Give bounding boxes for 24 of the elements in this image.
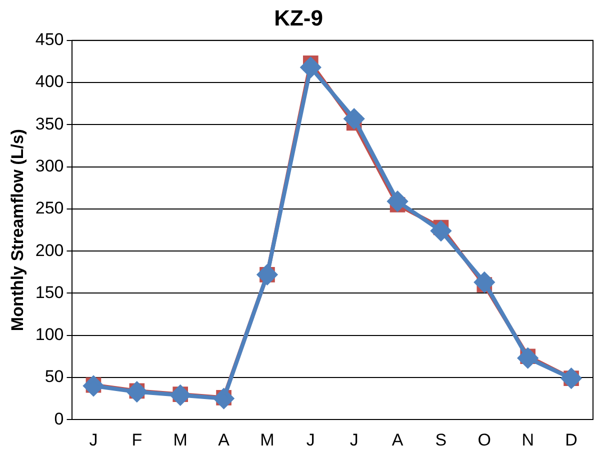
y-tick-label: 400 xyxy=(35,72,64,92)
y-tick-label: 300 xyxy=(35,156,64,176)
x-tick-label: J xyxy=(350,430,358,450)
y-tick-label: 150 xyxy=(35,282,64,302)
x-tick-label: S xyxy=(435,430,447,450)
x-tick-label: N xyxy=(522,430,534,450)
y-tick-label: 0 xyxy=(54,409,64,428)
y-tick-label: 350 xyxy=(35,114,64,134)
x-tick-label: J xyxy=(89,430,98,450)
x-tick-label: F xyxy=(132,430,142,450)
x-tick-label: A xyxy=(392,430,404,450)
y-tick-label: 100 xyxy=(35,325,64,344)
x-tick-label: J xyxy=(306,430,315,450)
y-tick-label: 450 xyxy=(35,30,64,50)
y-tick-label: 200 xyxy=(35,240,64,260)
x-tick-label: O xyxy=(478,430,492,450)
y-tick-label: 50 xyxy=(44,367,64,386)
y-tick-label: 250 xyxy=(35,198,64,218)
chart-title: KZ-9 xyxy=(274,5,323,30)
x-tick-label: M xyxy=(260,430,274,450)
x-tick-label: A xyxy=(218,430,230,450)
x-tick-label: M xyxy=(173,430,188,450)
x-tick-label: D xyxy=(565,430,578,450)
y-axis-title: Monthly Streamflow (L/s) xyxy=(8,128,27,332)
